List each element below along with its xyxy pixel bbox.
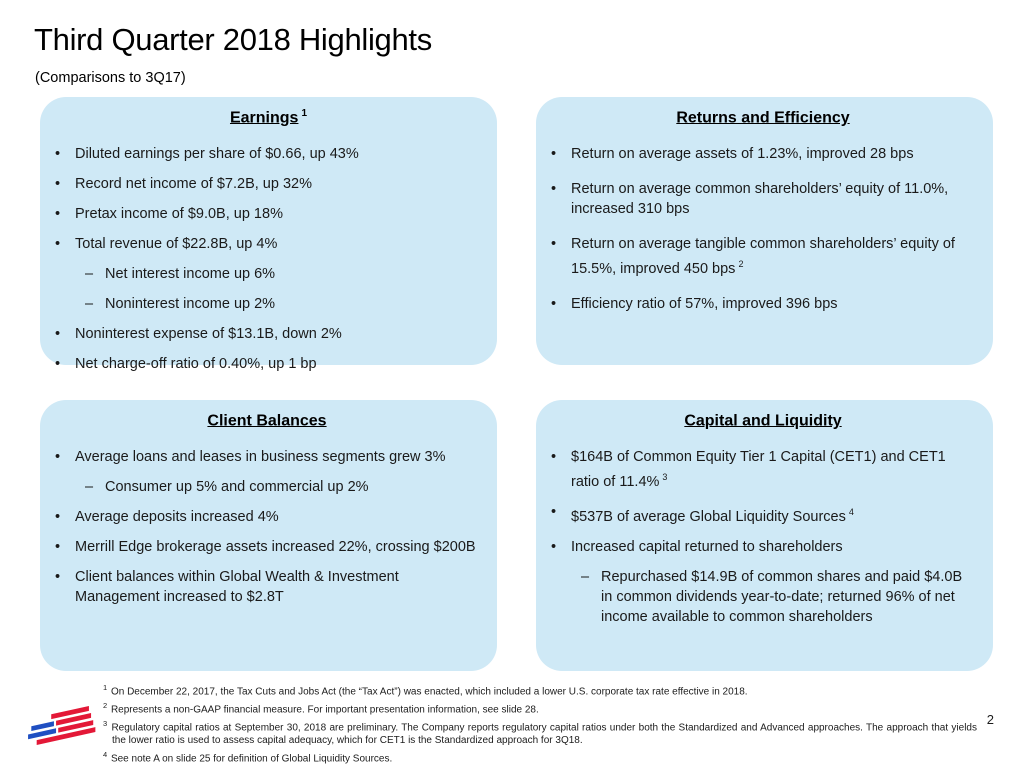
footnote-number: 4 bbox=[103, 749, 108, 759]
bullet-text: $164B of Common Equity Tier 1 Capital (C… bbox=[571, 449, 946, 491]
bullet-item: • Total revenue of $22.8B, up 4% bbox=[40, 234, 479, 254]
capital-box-title-text: Capital and Liquidity bbox=[684, 412, 842, 430]
bullet-text: Noninterest expense of $13.1B, down 2% bbox=[75, 326, 342, 343]
bullet-marker-icon: • bbox=[551, 181, 557, 198]
bullet-marker-icon: • bbox=[55, 326, 61, 343]
earnings-box-title: Earnings 1 bbox=[40, 108, 497, 127]
dash-marker-icon: – bbox=[85, 296, 94, 313]
sub-bullet-item: – Net interest income up 6% bbox=[40, 264, 479, 284]
bullet-marker-icon: • bbox=[551, 296, 557, 313]
bullet-item: • Pretax income of $9.0B, up 18% bbox=[40, 204, 479, 224]
bullet-item: • $537B of average Global Liquidity Sourc… bbox=[536, 502, 975, 527]
bullet-marker-icon: • bbox=[55, 539, 61, 556]
bullet-item: • Return on average assets of 1.23%, impr… bbox=[536, 144, 975, 164]
bullet-text: Client balances within Global Wealth & I… bbox=[75, 569, 399, 606]
bullet-marker-icon: • bbox=[55, 176, 61, 193]
client-balances-box-title-text: Client Balances bbox=[207, 412, 327, 430]
page-subtitle: (Comparisons to 3Q17) bbox=[35, 70, 186, 86]
bullet-item: • Record net income of $7.2B, up 32% bbox=[40, 174, 479, 194]
bullet-marker-icon: • bbox=[551, 449, 557, 466]
bullet-item: • Merrill Edge brokerage assets increased… bbox=[40, 537, 479, 557]
bullet-item: • Increased capital returned to sharehold… bbox=[536, 537, 975, 557]
sub-bullet-item: – Repurchased $14.9B of common shares and… bbox=[536, 567, 975, 627]
capital-box-title: Capital and Liquidity bbox=[536, 411, 993, 430]
returns-box-title: Returns and Efficiency bbox=[536, 108, 993, 127]
bullet-marker-icon: • bbox=[55, 449, 61, 466]
client-balances-box-title: Client Balances bbox=[40, 411, 497, 430]
sub-bullet-item: – Noninterest income up 2% bbox=[40, 294, 479, 314]
capital-bullet-list: • $164B of Common Equity Tier 1 Capital (… bbox=[536, 447, 993, 627]
bullet-text: Total revenue of $22.8B, up 4% bbox=[75, 236, 278, 253]
bullet-marker-icon: • bbox=[55, 236, 61, 253]
bullet-text: Increased capital returned to shareholde… bbox=[571, 538, 843, 555]
earnings-box-title-text: Earnings bbox=[229, 109, 299, 127]
bullet-marker-icon: • bbox=[551, 504, 557, 521]
bullet-marker-icon: • bbox=[551, 236, 557, 253]
bullet-marker-icon: • bbox=[55, 356, 61, 373]
bullet-item: • Client balances within Global Wealth & … bbox=[40, 567, 479, 607]
footnote-number: 3 bbox=[103, 718, 108, 728]
bullet-text: Noninterest income up 2% bbox=[105, 296, 276, 313]
bullet-marker-icon: • bbox=[55, 146, 61, 163]
bullet-item: • Noninterest expense of $13.1B, down 2% bbox=[40, 324, 479, 344]
footnote-ref: 3 bbox=[662, 472, 668, 483]
footnote-4: 4 See note A on slide 25 for definition … bbox=[103, 749, 393, 765]
bullet-text: Consumer up 5% and commercial up 2% bbox=[105, 479, 369, 496]
client-balances-box: Client Balances • Average loans and lease… bbox=[40, 400, 497, 671]
dash-marker-icon: – bbox=[85, 266, 94, 283]
footnote-ref: 4 bbox=[848, 507, 854, 518]
slide-page-number: 2 bbox=[986, 712, 994, 727]
bullet-item: • Diluted earnings per share of $0.66, up… bbox=[40, 144, 479, 164]
capital-and-liquidity-box: Capital and Liquidity • $164B of Common E… bbox=[536, 400, 993, 671]
bullet-text: Repurchased $14.9B of common shares and … bbox=[601, 568, 963, 625]
bullet-marker-icon: • bbox=[551, 538, 557, 555]
earnings-box: Earnings 1 • Diluted earnings per share of… bbox=[40, 97, 497, 372]
bullet-text: Return on average common shareholders’ e… bbox=[571, 181, 949, 218]
bullet-text: Net interest income up 6% bbox=[105, 266, 276, 283]
footnotes: 1 On December 22, 2017, the Tax Cuts and… bbox=[103, 681, 977, 766]
dash-marker-icon: – bbox=[581, 568, 590, 585]
bullet-text: Average loans and leases in business seg… bbox=[75, 449, 446, 466]
client-balances-bullet-list: • Average loans and leases in business se… bbox=[40, 447, 497, 607]
returns-box-title-text: Returns and Efficiency bbox=[676, 109, 850, 127]
bullet-text: Diluted earnings per share of $0.66, up … bbox=[75, 146, 359, 163]
page-title: Third Quarter 2018 Highlights bbox=[34, 22, 432, 57]
bullet-item: • $164B of Common Equity Tier 1 Capital (… bbox=[536, 447, 975, 492]
footnote-number: 1 bbox=[103, 683, 108, 692]
bullet-marker-icon: • bbox=[551, 146, 557, 163]
bullet-item: • Efficiency ratio of 57%, improved 396 b… bbox=[536, 294, 975, 314]
bullet-text: Net charge-off ratio of 0.40%, up 1 bp bbox=[75, 356, 317, 373]
dash-marker-icon: – bbox=[85, 479, 94, 496]
bullet-item: • Average loans and leases in business se… bbox=[40, 447, 479, 467]
earnings-title-footnote-ref: 1 bbox=[301, 108, 308, 119]
bullet-text: Pretax income of $9.0B, up 18% bbox=[75, 206, 283, 223]
returns-and-efficiency-box: Returns and Efficiency • Return on averag… bbox=[536, 97, 993, 365]
bullet-text: Merrill Edge brokerage assets increased … bbox=[75, 539, 476, 556]
bullet-item: • Average deposits increased 4% bbox=[40, 507, 479, 527]
footnote-3: 3 Regulatory capital ratios at September… bbox=[103, 718, 977, 747]
earnings-bullet-list: • Diluted earnings per share of $0.66, up… bbox=[40, 144, 497, 374]
bullet-item: • Return on average tangible common share… bbox=[536, 234, 975, 279]
bullet-marker-icon: • bbox=[55, 206, 61, 223]
returns-bullet-list: • Return on average assets of 1.23%, impr… bbox=[536, 144, 993, 314]
sub-bullet-item: – Consumer up 5% and commercial up 2% bbox=[40, 477, 479, 497]
bullet-text: Record net income of $7.2B, up 32% bbox=[75, 176, 312, 193]
bullet-text: $537B of average Global Liquidity Source… bbox=[571, 508, 846, 525]
bullet-item: • Return on average common shareholders’ … bbox=[536, 179, 975, 219]
bullet-text: Return on average tangible common shareh… bbox=[571, 236, 955, 278]
footnote-2: 2 Represents a non-GAAP financial measur… bbox=[103, 700, 539, 716]
bullet-item: • Net charge-off ratio of 0.40%, up 1 bp bbox=[40, 354, 479, 374]
bank-of-america-flag-logo-icon bbox=[28, 705, 96, 745]
footnote-number: 2 bbox=[103, 700, 108, 710]
bullet-marker-icon: • bbox=[55, 509, 61, 526]
bullet-text: Efficiency ratio of 57%, improved 396 bp… bbox=[571, 296, 838, 313]
bullet-marker-icon: • bbox=[55, 569, 61, 586]
footnote-ref: 2 bbox=[738, 259, 744, 270]
bullet-text: Return on average assets of 1.23%, impro… bbox=[571, 146, 914, 163]
bullet-text: Average deposits increased 4% bbox=[75, 509, 279, 526]
footnote-1: 1 On December 22, 2017, the Tax Cuts and… bbox=[103, 683, 748, 698]
